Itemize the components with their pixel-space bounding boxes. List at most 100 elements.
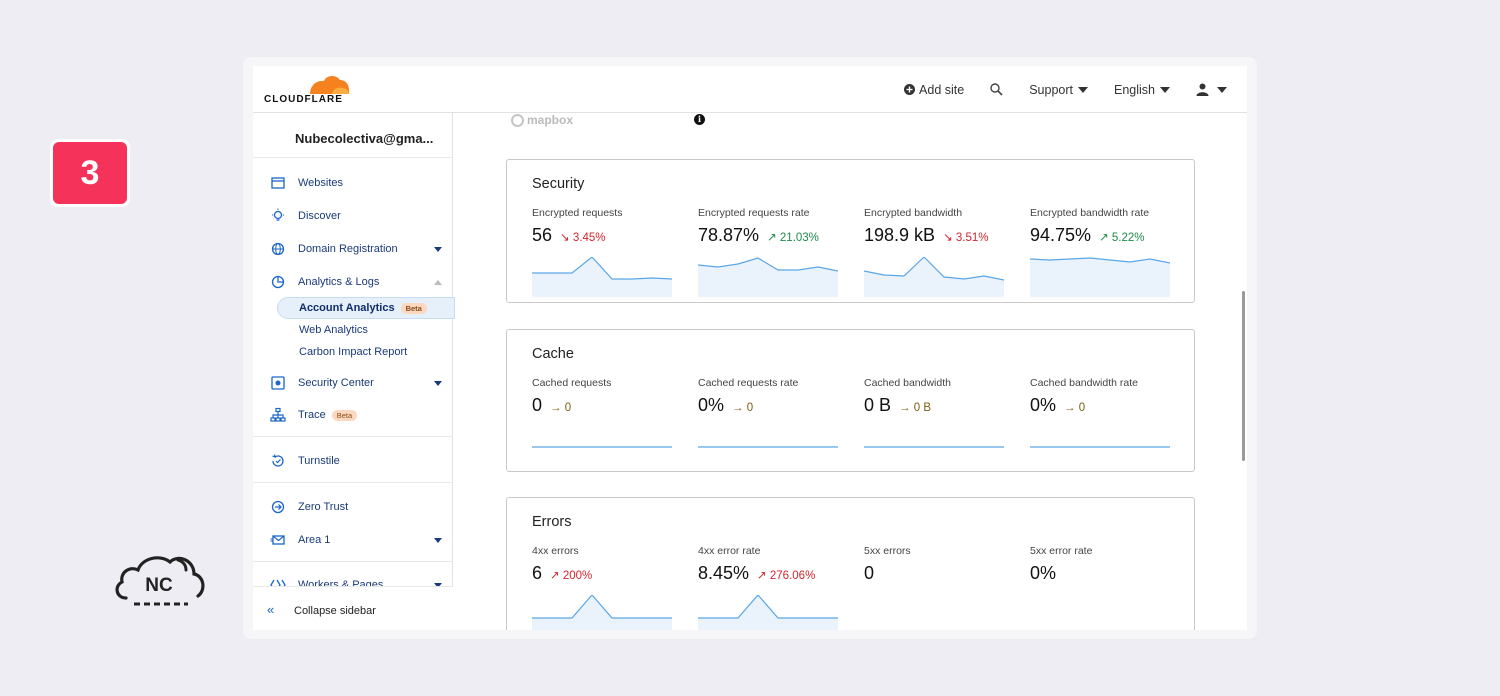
metric-value: 0% <box>1030 395 1057 415</box>
mail-icon <box>270 535 285 545</box>
scrollbar[interactable] <box>1242 291 1245 461</box>
sidebar-item-label: Turnstile <box>298 455 340 467</box>
nubecolectiva-logo-icon: NC <box>115 556 205 606</box>
chevron-down-icon <box>434 247 442 252</box>
security-center-icon <box>271 376 285 390</box>
metric-change: → 0 <box>732 402 754 414</box>
sidebar-item-label: Trace Beta <box>298 409 358 421</box>
top-actions: Add site Support English <box>878 66 1227 113</box>
mapbox-icon <box>511 113 524 127</box>
sparkline <box>532 595 672 630</box>
add-site-label: Add site <box>919 82 965 97</box>
sparkline <box>698 595 838 630</box>
arrow-up-right-icon: ↗ <box>1099 232 1109 244</box>
arrow-up-right-icon: ↗ <box>550 570 560 582</box>
metric-change: → 0 <box>550 402 572 414</box>
language-label: English <box>1114 82 1155 97</box>
metric-encrypted-bandwidth-rate: Encrypted bandwidth rate 94.75% ↗ 5.22% <box>1030 207 1170 297</box>
sparkline <box>864 257 1004 297</box>
chevron-down-icon <box>434 583 442 588</box>
sitemap-icon <box>270 407 286 422</box>
arrow-right-icon: → <box>550 402 562 414</box>
sidebar-item-domain-registration[interactable]: Domain Registration <box>253 237 453 261</box>
sidebar-item-account-analytics[interactable]: Account Analytics Beta <box>299 302 427 314</box>
metric-label: Cached bandwidth <box>864 377 951 389</box>
main-content: mapbox i Security Encrypted requests 56 … <box>454 113 1247 630</box>
step-number: 3 <box>53 142 127 204</box>
arrow-down-right-icon: ↘ <box>943 232 953 244</box>
arrow-up-right-icon: ↗ <box>767 232 777 244</box>
cache-card: Cache Cached requests 0 → 0 Cached reque… <box>506 329 1195 472</box>
metric-cached-requests-rate: Cached requests rate 0% → 0 <box>698 377 838 448</box>
sidebar-item-label: Security Center <box>298 377 374 389</box>
collapse-sidebar-button[interactable]: « Collapse sidebar <box>253 586 453 630</box>
metric-change: ↗ 200% <box>550 570 593 582</box>
divider <box>253 561 453 562</box>
info-icon[interactable]: i <box>694 114 705 125</box>
chevron-down-icon <box>1160 86 1170 93</box>
sidebar-item-discover[interactable]: Discover <box>253 204 453 228</box>
sparkline <box>532 257 672 297</box>
metric-label: Encrypted bandwidth rate <box>1030 207 1150 219</box>
sidebar-item-analytics-logs[interactable]: Analytics & Logs <box>253 270 453 294</box>
chevron-down-icon <box>1078 86 1088 93</box>
sidebar-item-security-center[interactable]: Security Center <box>253 371 453 395</box>
metric-change: → 0 <box>1064 402 1086 414</box>
metric-value: 56 <box>532 225 553 245</box>
metric-change: ↘ 3.51% <box>943 232 989 244</box>
step-badge: 3 <box>50 139 130 207</box>
card-title: Cache <box>532 346 574 362</box>
metric-label: Cached bandwidth rate <box>1030 377 1138 389</box>
sidebar-item-label: Discover <box>298 210 341 222</box>
metric-value: 78.87% <box>698 225 760 245</box>
metric-value: 6 <box>532 563 543 583</box>
sidebar-item-label: Domain Registration <box>298 243 398 255</box>
arrow-down-right-icon: ↘ <box>560 232 570 244</box>
arrow-up-right-icon: ↗ <box>757 570 767 582</box>
add-site-button[interactable]: Add site <box>904 83 964 97</box>
sidebar-item-trace[interactable]: Trace Beta <box>253 403 453 427</box>
sidebar-item-label: Carbon Impact Report <box>299 346 408 358</box>
metric-value: 0 B <box>864 395 892 415</box>
sidebar: Nubecolectiva@gma... Websites Discover D… <box>253 113 455 630</box>
metric-cached-bandwidth-rate: Cached bandwidth rate 0% → 0 <box>1030 377 1170 448</box>
metric-5xx-errors: 5xx errors 0 <box>864 545 1004 584</box>
metric-change: → 0 B <box>899 402 931 414</box>
metric-label: 5xx errors <box>864 545 911 557</box>
sidebar-item-area-1[interactable]: Area 1 <box>253 528 453 552</box>
sidebar-item-carbon-impact-report[interactable]: Carbon Impact Report <box>299 346 407 358</box>
metric-4xx-errors: 4xx errors 6 ↗ 200% <box>532 545 672 630</box>
metric-encrypted-requests-rate: Encrypted requests rate 78.87% ↗ 21.03% <box>698 207 838 297</box>
support-label: Support <box>1029 82 1073 97</box>
language-menu[interactable]: English <box>1114 83 1170 97</box>
cloudflare-logo[interactable]: CLOUDFLARE <box>264 72 350 108</box>
logo-text: CLOUDFLARE <box>264 94 343 105</box>
metric-label: 5xx error rate <box>1030 545 1093 557</box>
sidebar-item-label: Account Analytics <box>299 302 395 314</box>
user-menu[interactable] <box>1196 83 1227 96</box>
divider <box>253 157 453 158</box>
metric-5xx-error-rate: 5xx error rate 0% <box>1030 545 1170 584</box>
sidebar-item-zero-trust[interactable]: Zero Trust <box>253 495 453 519</box>
sidebar-item-turnstile[interactable]: Turnstile <box>253 449 453 473</box>
sidebar-item-websites[interactable]: Websites <box>253 171 453 195</box>
sparkline <box>532 446 672 448</box>
metric-change: ↘ 3.45% <box>560 232 606 244</box>
browser-window-icon <box>271 177 285 189</box>
account-name[interactable]: Nubecolectiva@gma... <box>295 131 434 146</box>
search-button[interactable] <box>990 83 1003 96</box>
search-icon <box>990 83 1003 96</box>
top-bar: CLOUDFLARE Add site Support <box>253 66 1247 113</box>
cloudflare-dashboard: CLOUDFLARE Add site Support <box>253 66 1247 630</box>
sidebar-item-web-analytics[interactable]: Web Analytics <box>299 324 368 336</box>
chevron-up-icon <box>434 280 442 285</box>
sidebar-item-label: Web Analytics <box>299 324 368 336</box>
metric-label: 4xx errors <box>532 545 579 557</box>
mapbox-attribution[interactable]: mapbox <box>511 113 573 127</box>
svg-text:NC: NC <box>145 575 173 596</box>
lightbulb-icon <box>272 208 284 221</box>
support-menu[interactable]: Support <box>1029 83 1088 97</box>
card-title: Security <box>532 176 585 192</box>
plus-circle-icon <box>904 84 916 95</box>
turnstile-icon <box>272 454 284 467</box>
